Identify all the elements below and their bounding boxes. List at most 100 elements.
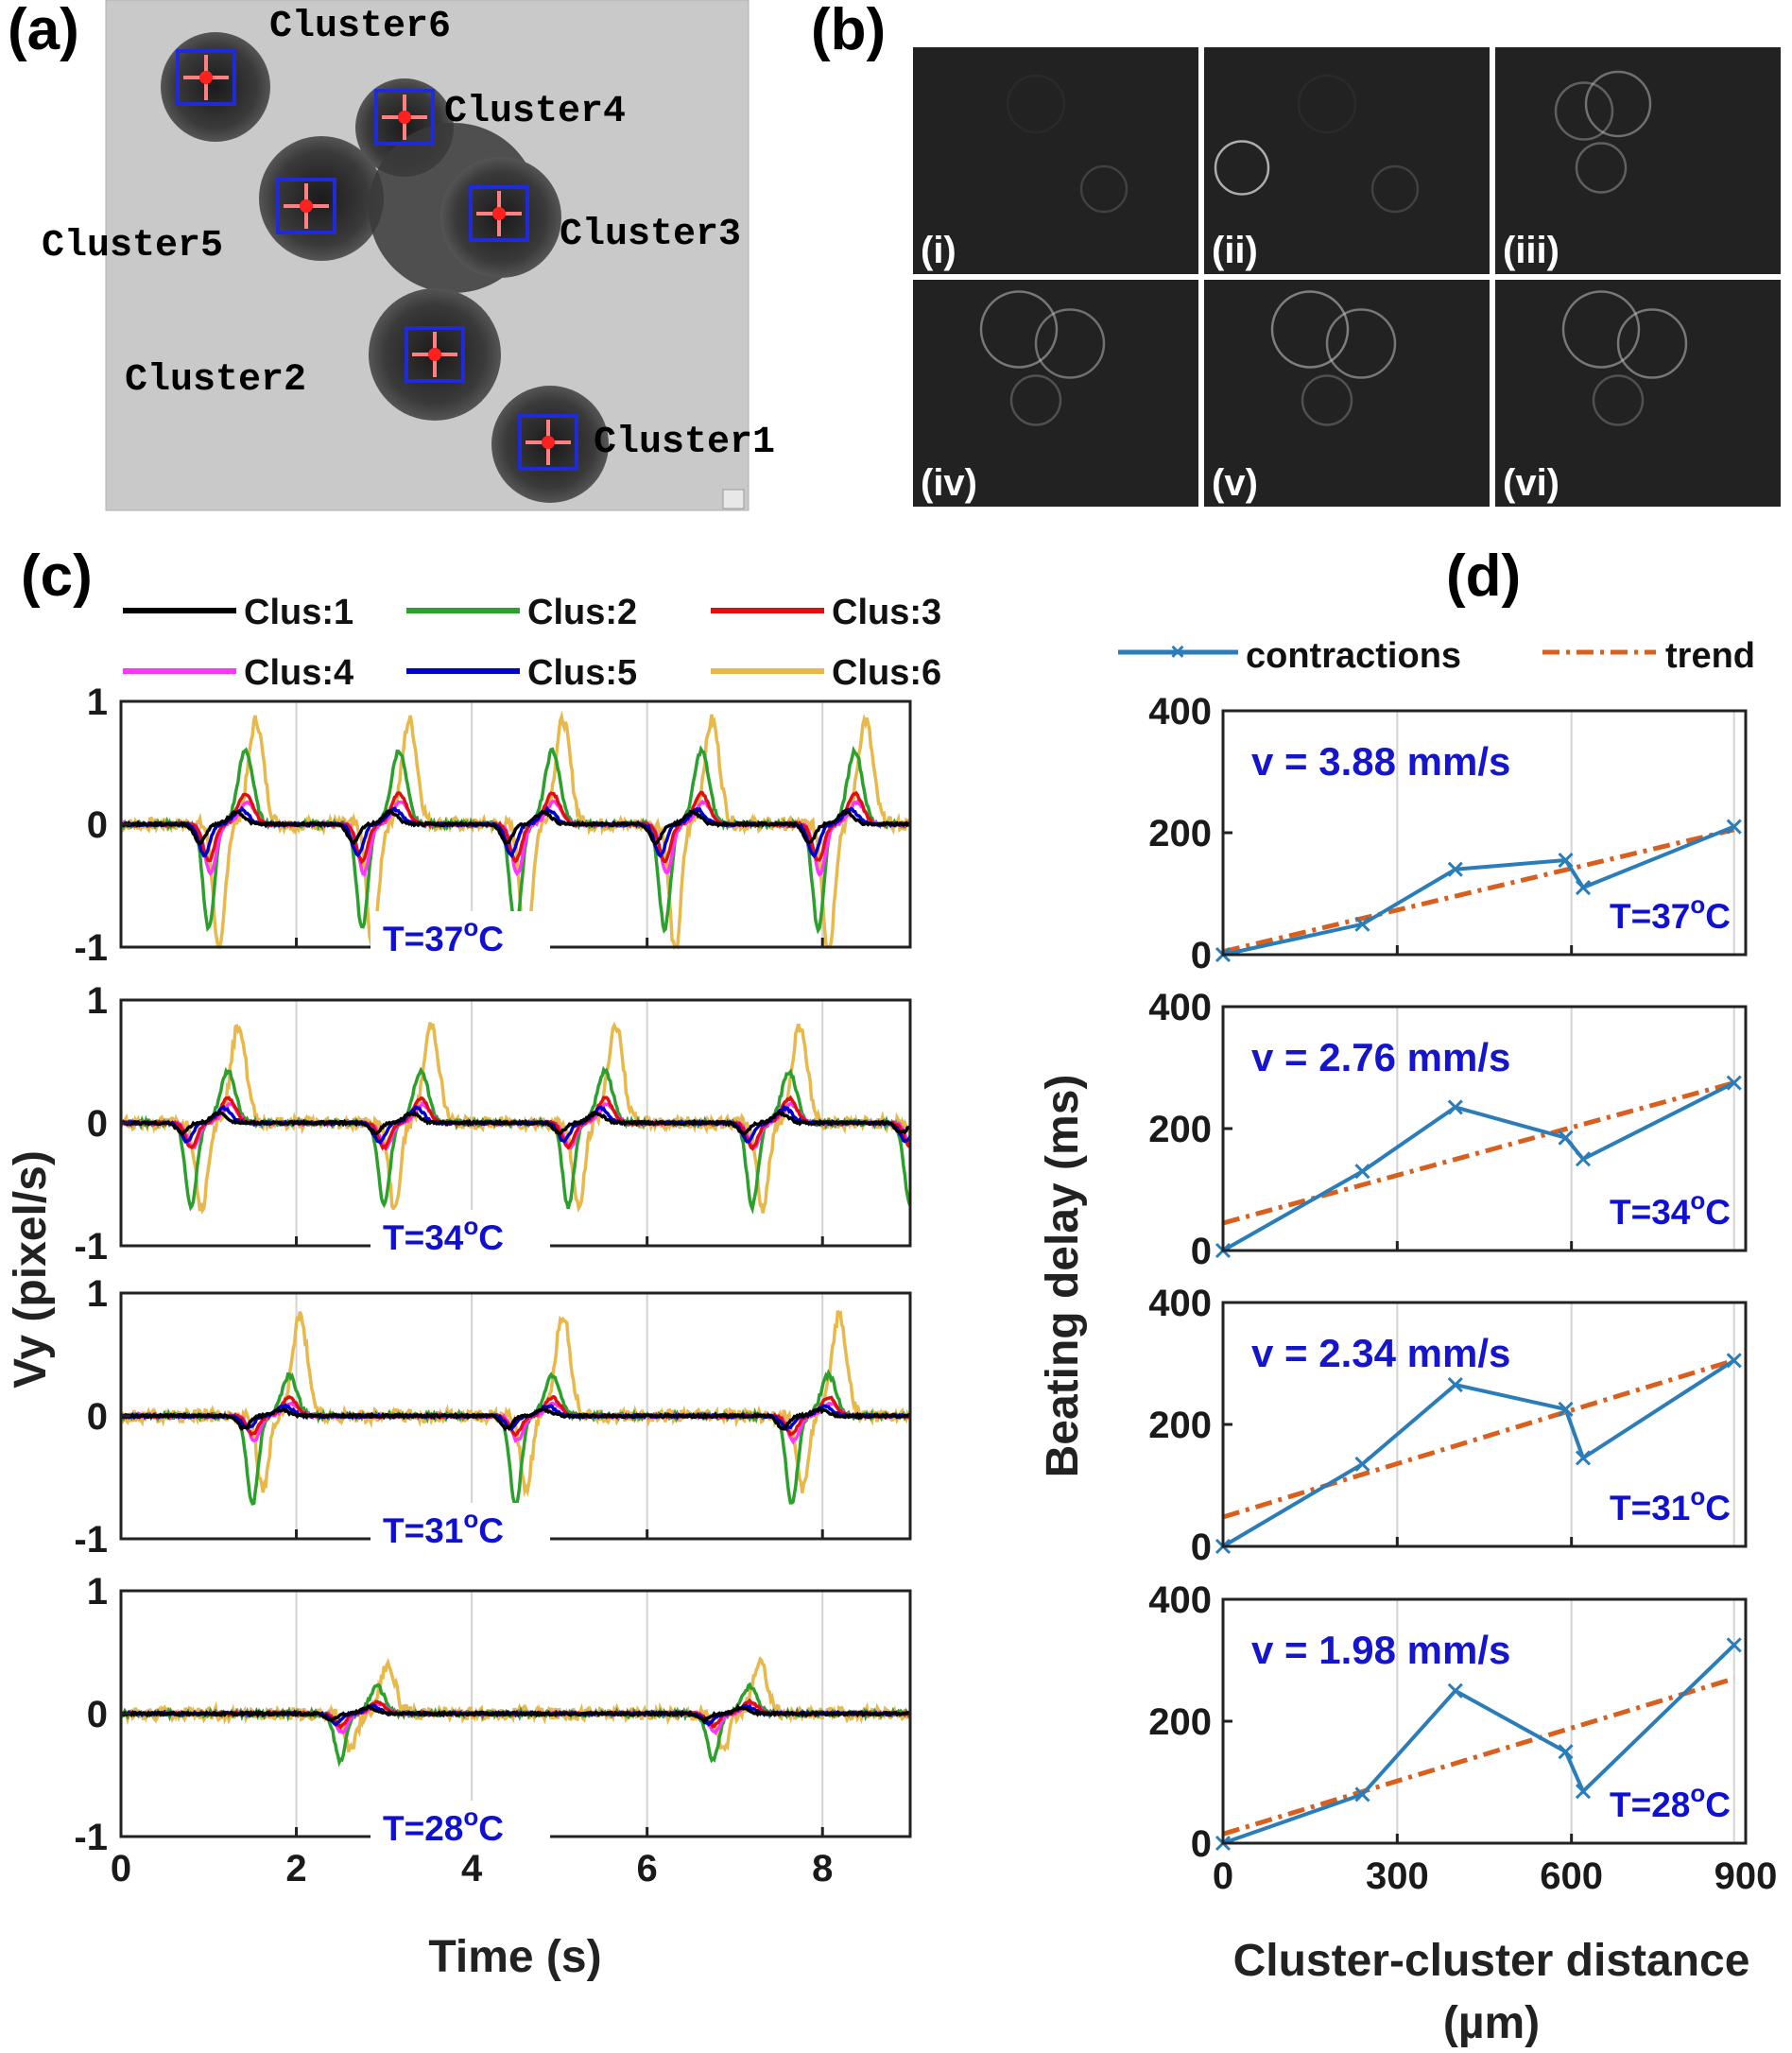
subplot-d-1: 400 200 0 v = 3.88 mm/s T=37oC xyxy=(1148,691,1748,976)
contraction-point xyxy=(1558,1130,1574,1146)
legend-marker-contractions: × xyxy=(1170,637,1184,665)
y-tick-label: 400 xyxy=(1148,1579,1212,1621)
trend-line xyxy=(1222,1357,1735,1520)
cluster-labels: Cluster1 Cluster2 Cluster3 Cluster4 Cluster5… xyxy=(42,6,775,464)
marker-center xyxy=(492,207,506,220)
cluster-marker-1 xyxy=(518,414,578,471)
cluster-label-1: Cluster1 xyxy=(594,422,775,464)
cluster-markers xyxy=(176,49,578,471)
cluster-label-2: Cluster2 xyxy=(125,359,306,402)
cluster-label-6: Cluster6 xyxy=(269,6,451,48)
y-tick-label: 200 xyxy=(1148,1109,1212,1150)
marker-center xyxy=(300,199,313,213)
y-tick-label: 0 xyxy=(1191,935,1212,976)
y-tick-label: 1 xyxy=(87,980,108,1022)
contraction-point xyxy=(1558,852,1574,869)
contraction-point xyxy=(1354,916,1370,932)
temperature-unit: C xyxy=(478,1809,504,1848)
velocity-label: v = 1.98 mm/s xyxy=(1251,1628,1510,1672)
temperature-bg xyxy=(370,1503,550,1550)
subplot-c-4: 1 0 -1 T=28oC xyxy=(74,1571,912,1858)
contraction-point xyxy=(1354,1164,1370,1180)
temperature-text: T=37oC xyxy=(383,913,504,958)
contraction-point xyxy=(1575,879,1592,896)
legend-label-trend: trend xyxy=(1665,636,1755,676)
legend-label-clus1: Clus:1 xyxy=(244,593,353,632)
x-tick-label: 900 xyxy=(1714,1855,1778,1897)
cell-outline xyxy=(1214,140,1270,196)
fluorescence-frame-4: (iv) xyxy=(913,280,1198,507)
x-tick-label: 0 xyxy=(111,1848,131,1889)
contraction-point xyxy=(1354,1786,1370,1803)
temperature-bg xyxy=(370,911,550,958)
panel-label-a: (a) xyxy=(8,0,79,62)
temperature-unit: C xyxy=(478,1511,504,1550)
y-tick-label: 400 xyxy=(1148,691,1212,733)
temperature-label: T=34oC xyxy=(370,1210,550,1257)
x-tick-label: 0 xyxy=(1213,1855,1233,1897)
fluorescence-frame-3: (iii) xyxy=(1495,47,1781,274)
temperature-unit: C xyxy=(1705,1193,1731,1232)
temperature-unit: C xyxy=(1705,1786,1731,1824)
cell-outline xyxy=(1297,74,1357,134)
fluorescence-frame-6: (vi) xyxy=(1495,280,1781,507)
contraction-point xyxy=(1354,1456,1370,1472)
y-tick-label: 0 xyxy=(87,1396,108,1438)
contraction-point xyxy=(1447,1682,1463,1699)
temperature-text: T=28oC xyxy=(383,1803,504,1848)
y-tick-label: 0 xyxy=(1191,1823,1212,1865)
temperature-text: T=37oC xyxy=(1610,890,1731,936)
temperature-text: T=31oC xyxy=(1610,1482,1731,1527)
velocity-label: v = 2.34 mm/s xyxy=(1251,1331,1510,1375)
legend-label-clus5: Clus:5 xyxy=(527,653,637,693)
contraction-point xyxy=(1447,1377,1463,1393)
panel-label-d: (d) xyxy=(1446,543,1521,609)
panel-label-b: (b) xyxy=(811,0,886,62)
trend-line xyxy=(1222,1676,1735,1837)
temperature-text: T=31oC xyxy=(383,1505,504,1550)
contraction-point xyxy=(1575,1450,1592,1466)
subplot-c-1: 1 0 -1 T=37oC xyxy=(74,681,912,969)
frame-label: (v) xyxy=(1212,462,1258,504)
marker-center xyxy=(398,111,411,124)
temperature-bg xyxy=(370,1801,550,1848)
marker-box xyxy=(469,185,529,242)
cluster-marker-4 xyxy=(374,89,435,146)
microscopy-image-a: Cluster1 Cluster2 Cluster3 Cluster4 Cluster5… xyxy=(42,0,775,511)
temperature-unit: C xyxy=(478,1218,504,1257)
fluorescence-frames-b: (i) (ii) (iii) (iv) (v) (vi) xyxy=(913,47,1781,507)
cluster-label-3: Cluster3 xyxy=(560,214,741,256)
x-axis-label: Time (s) xyxy=(428,1932,601,1982)
cell-outline xyxy=(1079,164,1129,214)
temperature-degree: o xyxy=(1690,1779,1705,1807)
y-tick-label: 0 xyxy=(87,804,108,846)
cluster-marker-5 xyxy=(276,178,336,234)
temperature-text: T=34oC xyxy=(383,1212,504,1257)
cluster-label-4: Cluster4 xyxy=(444,91,626,133)
x-tick-label: 8 xyxy=(812,1848,833,1889)
delay-chart-d: × contractions trend 400 200 0 v = 3.88 mm/s T=… xyxy=(1038,636,1777,2048)
contractions-line xyxy=(1222,824,1735,957)
temperature-degree: o xyxy=(463,1803,478,1831)
temperature-value: T=34 xyxy=(1610,1193,1691,1232)
series-line-clus6 xyxy=(119,1655,912,1753)
frame-background xyxy=(1495,47,1781,274)
contractions-line xyxy=(1221,1358,1735,1548)
cell-outline xyxy=(1034,308,1106,379)
temperature-value: T=28 xyxy=(1610,1786,1690,1824)
y-tick-label: 0 xyxy=(1191,1231,1212,1272)
x-tick-label: 2 xyxy=(285,1848,306,1889)
trend-line xyxy=(1222,827,1735,955)
trend-line xyxy=(1222,1080,1735,1226)
velocity-label: v = 2.76 mm/s xyxy=(1251,1035,1510,1079)
frame-background xyxy=(1204,47,1490,274)
temperature-value: T=34 xyxy=(383,1218,464,1257)
subplot-d-3: 400 200 0 v = 2.34 mm/s T=31oC xyxy=(1148,1283,1748,1568)
contraction-point xyxy=(1447,861,1463,877)
contraction-point xyxy=(1575,1151,1592,1167)
temperature-value: T=37 xyxy=(383,920,463,958)
y-tick-label: 0 xyxy=(1191,1527,1212,1568)
series-line-clus2 xyxy=(119,1682,911,1768)
y-axis-label: Beating delay (ms) xyxy=(1038,1075,1088,1478)
